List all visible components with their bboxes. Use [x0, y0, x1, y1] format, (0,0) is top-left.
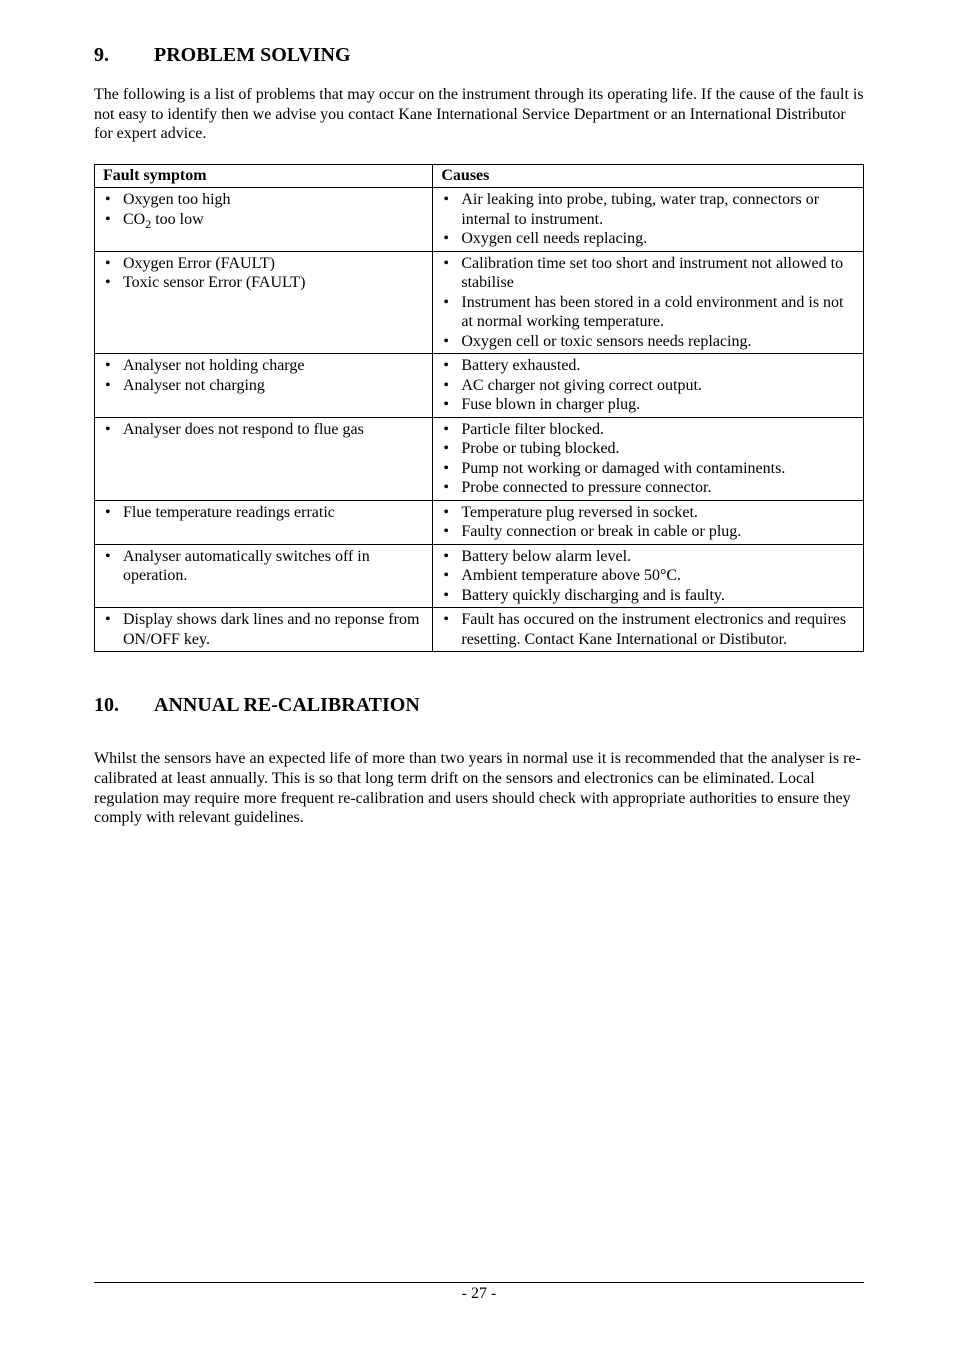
list-item: Calibration time set too short and instr…	[441, 254, 857, 293]
list-item: Battery quickly discharging and is fault…	[441, 586, 857, 606]
section-9-title: PROBLEM SOLVING	[154, 44, 351, 67]
section-9-intro: The following is a list of problems that…	[94, 85, 864, 144]
table-row: Oxygen Error (FAULT) Toxic sensor Error …	[95, 251, 864, 354]
list-item: Battery below alarm level.	[441, 547, 857, 567]
causes-cell: Particle filter blocked. Probe or tubing…	[433, 417, 864, 500]
list-item: Toxic sensor Error (FAULT)	[103, 273, 426, 293]
list-item: Ambient temperature above 50°C.	[441, 566, 857, 586]
symptom-cell: Display shows dark lines and no reponse …	[95, 608, 433, 652]
list-item: Analyser not charging	[103, 376, 426, 396]
causes-cell: Calibration time set too short and instr…	[433, 251, 864, 354]
section-10-number: 10.	[94, 694, 154, 717]
causes-cell: Battery exhausted. AC charger not giving…	[433, 354, 864, 418]
table-row: Flue temperature readings erratic Temper…	[95, 500, 864, 544]
list-item: Temperature plug reversed in socket.	[441, 503, 857, 523]
symptom-cell: Analyser not holding charge Analyser not…	[95, 354, 433, 418]
list-item: Oxygen cell or toxic sensors needs repla…	[441, 332, 857, 352]
list-item: Display shows dark lines and no reponse …	[103, 610, 426, 649]
table-row: Oxygen too high CO2 too low Air leaking …	[95, 188, 864, 252]
list-item: Fault has occured on the instrument elec…	[441, 610, 857, 649]
list-item: Analyser does not respond to flue gas	[103, 420, 426, 440]
table-header-row: Fault symptom Causes	[95, 165, 864, 188]
list-item: Particle filter blocked.	[441, 420, 857, 440]
page-number: - 27 -	[94, 1285, 864, 1303]
list-item: Oxygen cell needs replacing.	[441, 229, 857, 249]
symptom-cell: Analyser does not respond to flue gas	[95, 417, 433, 500]
table-row: Analyser does not respond to flue gas Pa…	[95, 417, 864, 500]
symptom-cell: Oxygen Error (FAULT) Toxic sensor Error …	[95, 251, 433, 354]
section-9-heading: 9. PROBLEM SOLVING	[94, 44, 864, 67]
header-causes: Causes	[433, 165, 864, 188]
page: 9. PROBLEM SOLVING The following is a li…	[0, 0, 954, 1351]
list-item: Battery exhausted.	[441, 356, 857, 376]
causes-cell: Temperature plug reversed in socket. Fau…	[433, 500, 864, 544]
section-10-heading: 10. ANNUAL RE-CALIBRATION	[94, 694, 864, 717]
list-item: Analyser automatically switches off in o…	[103, 547, 426, 586]
page-footer: - 27 -	[94, 1282, 864, 1303]
list-item: Air leaking into probe, tubing, water tr…	[441, 190, 857, 229]
footer-divider	[94, 1282, 864, 1283]
list-item: Oxygen too high	[103, 190, 426, 210]
header-symptom: Fault symptom	[95, 165, 433, 188]
symptom-cell: Analyser automatically switches off in o…	[95, 544, 433, 608]
list-item: Pump not working or damaged with contami…	[441, 459, 857, 479]
table-row: Analyser not holding charge Analyser not…	[95, 354, 864, 418]
list-item: Fuse blown in charger plug.	[441, 395, 857, 415]
section-10-body: Whilst the sensors have an expected life…	[94, 749, 864, 828]
list-item: AC charger not giving correct output.	[441, 376, 857, 396]
causes-cell: Fault has occured on the instrument elec…	[433, 608, 864, 652]
table-row: Display shows dark lines and no reponse …	[95, 608, 864, 652]
list-item: Probe connected to pressure connector.	[441, 478, 857, 498]
list-item: Flue temperature readings erratic	[103, 503, 426, 523]
causes-cell: Battery below alarm level. Ambient tempe…	[433, 544, 864, 608]
list-item: CO2 too low	[103, 210, 426, 230]
list-item: Probe or tubing blocked.	[441, 439, 857, 459]
table-row: Analyser automatically switches off in o…	[95, 544, 864, 608]
symptom-cell: Flue temperature readings erratic	[95, 500, 433, 544]
section-10-title: ANNUAL RE-CALIBRATION	[154, 694, 420, 717]
causes-cell: Air leaking into probe, tubing, water tr…	[433, 188, 864, 252]
list-item: Analyser not holding charge	[103, 356, 426, 376]
fault-table: Fault symptom Causes Oxygen too high CO2…	[94, 164, 864, 652]
section-9-number: 9.	[94, 44, 154, 67]
list-item: Instrument has been stored in a cold env…	[441, 293, 857, 332]
symptom-cell: Oxygen too high CO2 too low	[95, 188, 433, 252]
list-item: Oxygen Error (FAULT)	[103, 254, 426, 274]
list-item: Faulty connection or break in cable or p…	[441, 522, 857, 542]
